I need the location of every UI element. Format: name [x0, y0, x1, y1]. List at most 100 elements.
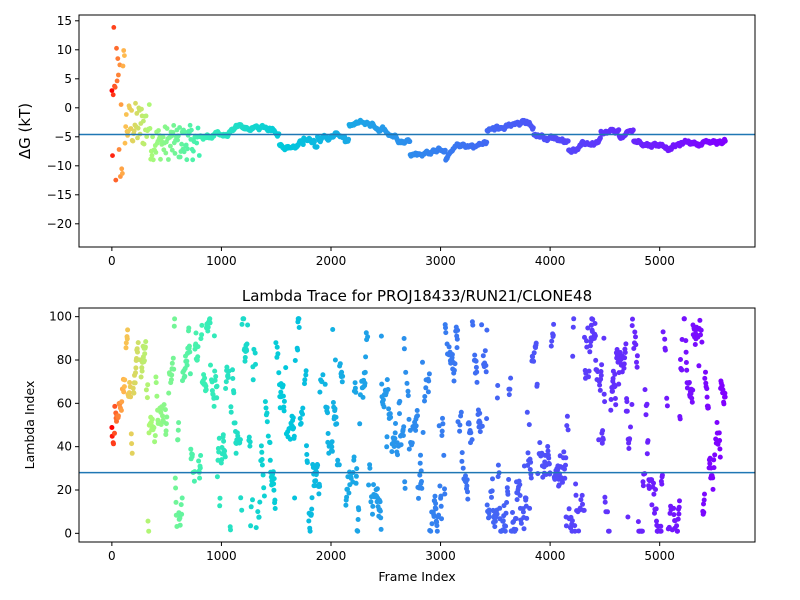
- lambda-point: [127, 380, 133, 385]
- lambda-point: [484, 502, 490, 508]
- lambda-point: [228, 404, 234, 410]
- lambda-point: [344, 494, 350, 500]
- lambda-point: [480, 353, 486, 359]
- lambda-point: [231, 390, 237, 396]
- lambda-point: [431, 514, 437, 519]
- lambda-point: [172, 475, 178, 481]
- lambda-point: [400, 433, 406, 438]
- lambda-point: [280, 382, 286, 388]
- lambda-point: [570, 324, 576, 330]
- delta-g-point: [597, 135, 603, 141]
- lambda-point: [402, 479, 408, 485]
- lambda-point: [353, 389, 359, 395]
- lambda-point: [681, 316, 687, 322]
- lambda-point: [436, 512, 442, 518]
- lambda-point: [296, 316, 302, 322]
- lambda-point: [242, 358, 248, 364]
- lambda-point: [238, 495, 244, 501]
- lambda-point: [623, 341, 629, 347]
- lambda-point: [248, 504, 254, 510]
- delta-g-point: [115, 56, 121, 61]
- lambda-point: [692, 342, 698, 347]
- lambda-point: [686, 380, 692, 385]
- lambda-point: [228, 409, 234, 415]
- lambda-point: [387, 411, 393, 417]
- lambda-point: [492, 518, 498, 524]
- delta-g-point: [135, 135, 140, 141]
- lambda-point: [592, 321, 598, 326]
- lambda-point: [179, 495, 185, 501]
- lambda-point: [142, 344, 148, 350]
- x-tick-label: 4000: [535, 549, 566, 563]
- delta-g-point: [112, 84, 118, 90]
- lambda-point: [602, 399, 608, 405]
- y-tick-label: 40: [57, 440, 72, 454]
- lambda-point: [629, 323, 635, 329]
- lambda-point: [280, 393, 286, 399]
- lambda-point: [598, 376, 604, 382]
- delta-g-point: [177, 125, 183, 130]
- delta-g-point: [156, 128, 161, 133]
- lambda-point: [173, 485, 179, 491]
- lambda-point: [250, 377, 256, 383]
- lambda-point: [352, 380, 358, 386]
- delta-g-point: [123, 112, 129, 117]
- lambda-point: [259, 462, 265, 468]
- lambda-point: [198, 453, 204, 458]
- lambda-point: [579, 492, 585, 498]
- lambda-point: [199, 332, 205, 338]
- lambda-point: [191, 478, 197, 484]
- lambda-point: [380, 397, 386, 403]
- lambda-point: [356, 507, 362, 513]
- lambda-point: [413, 423, 419, 429]
- lambda-point: [166, 390, 172, 396]
- lambda-point: [564, 423, 570, 429]
- y-tick-label: 60: [57, 396, 72, 410]
- lambda-point: [271, 481, 277, 487]
- lambda-point: [391, 444, 397, 449]
- lambda-point: [291, 433, 297, 439]
- lambda-point: [325, 431, 331, 436]
- lambda-point: [406, 416, 412, 422]
- lambda-point: [659, 472, 665, 478]
- lambda-point: [483, 363, 489, 368]
- lambda-point: [696, 363, 702, 369]
- lambda-point: [193, 330, 199, 336]
- lambda-point: [580, 501, 585, 507]
- lambda-point: [535, 471, 541, 477]
- delta-g-point: [131, 128, 137, 134]
- lambda-point: [439, 433, 445, 438]
- lambda-point: [489, 488, 495, 494]
- lambda-point: [630, 316, 635, 322]
- lambda-point: [458, 409, 464, 415]
- lambda-point: [237, 437, 243, 443]
- lambda-point: [315, 462, 321, 468]
- lambda-point: [601, 391, 607, 397]
- y-tick-label: 100: [49, 310, 72, 324]
- lambda-point: [247, 439, 253, 445]
- lambda-point: [124, 336, 130, 342]
- lambda-point: [203, 387, 209, 393]
- lambda-point: [545, 448, 551, 454]
- lambda-point: [622, 355, 628, 361]
- lambda-point: [406, 446, 412, 452]
- lambda-point: [606, 528, 612, 534]
- lambda-point: [602, 499, 608, 505]
- lambda-point: [653, 506, 659, 512]
- lambda-point: [403, 369, 409, 375]
- lambda-trace-panel: Lambda Trace for PROJ18433/RUN21/CLONE48…: [22, 287, 756, 584]
- delta-g-point: [166, 157, 171, 162]
- lambda-point: [440, 421, 446, 427]
- lambda-point: [569, 518, 575, 524]
- lambda-point: [494, 511, 500, 517]
- lambda-point: [504, 485, 510, 491]
- lambda-point: [465, 496, 471, 502]
- lambda-point: [717, 438, 723, 443]
- lambda-point: [593, 357, 599, 363]
- delta-g-point: [139, 106, 144, 112]
- lambda-point: [153, 380, 159, 386]
- lambda-point: [265, 433, 271, 439]
- lambda-point: [223, 379, 229, 385]
- lambda-point: [584, 338, 589, 344]
